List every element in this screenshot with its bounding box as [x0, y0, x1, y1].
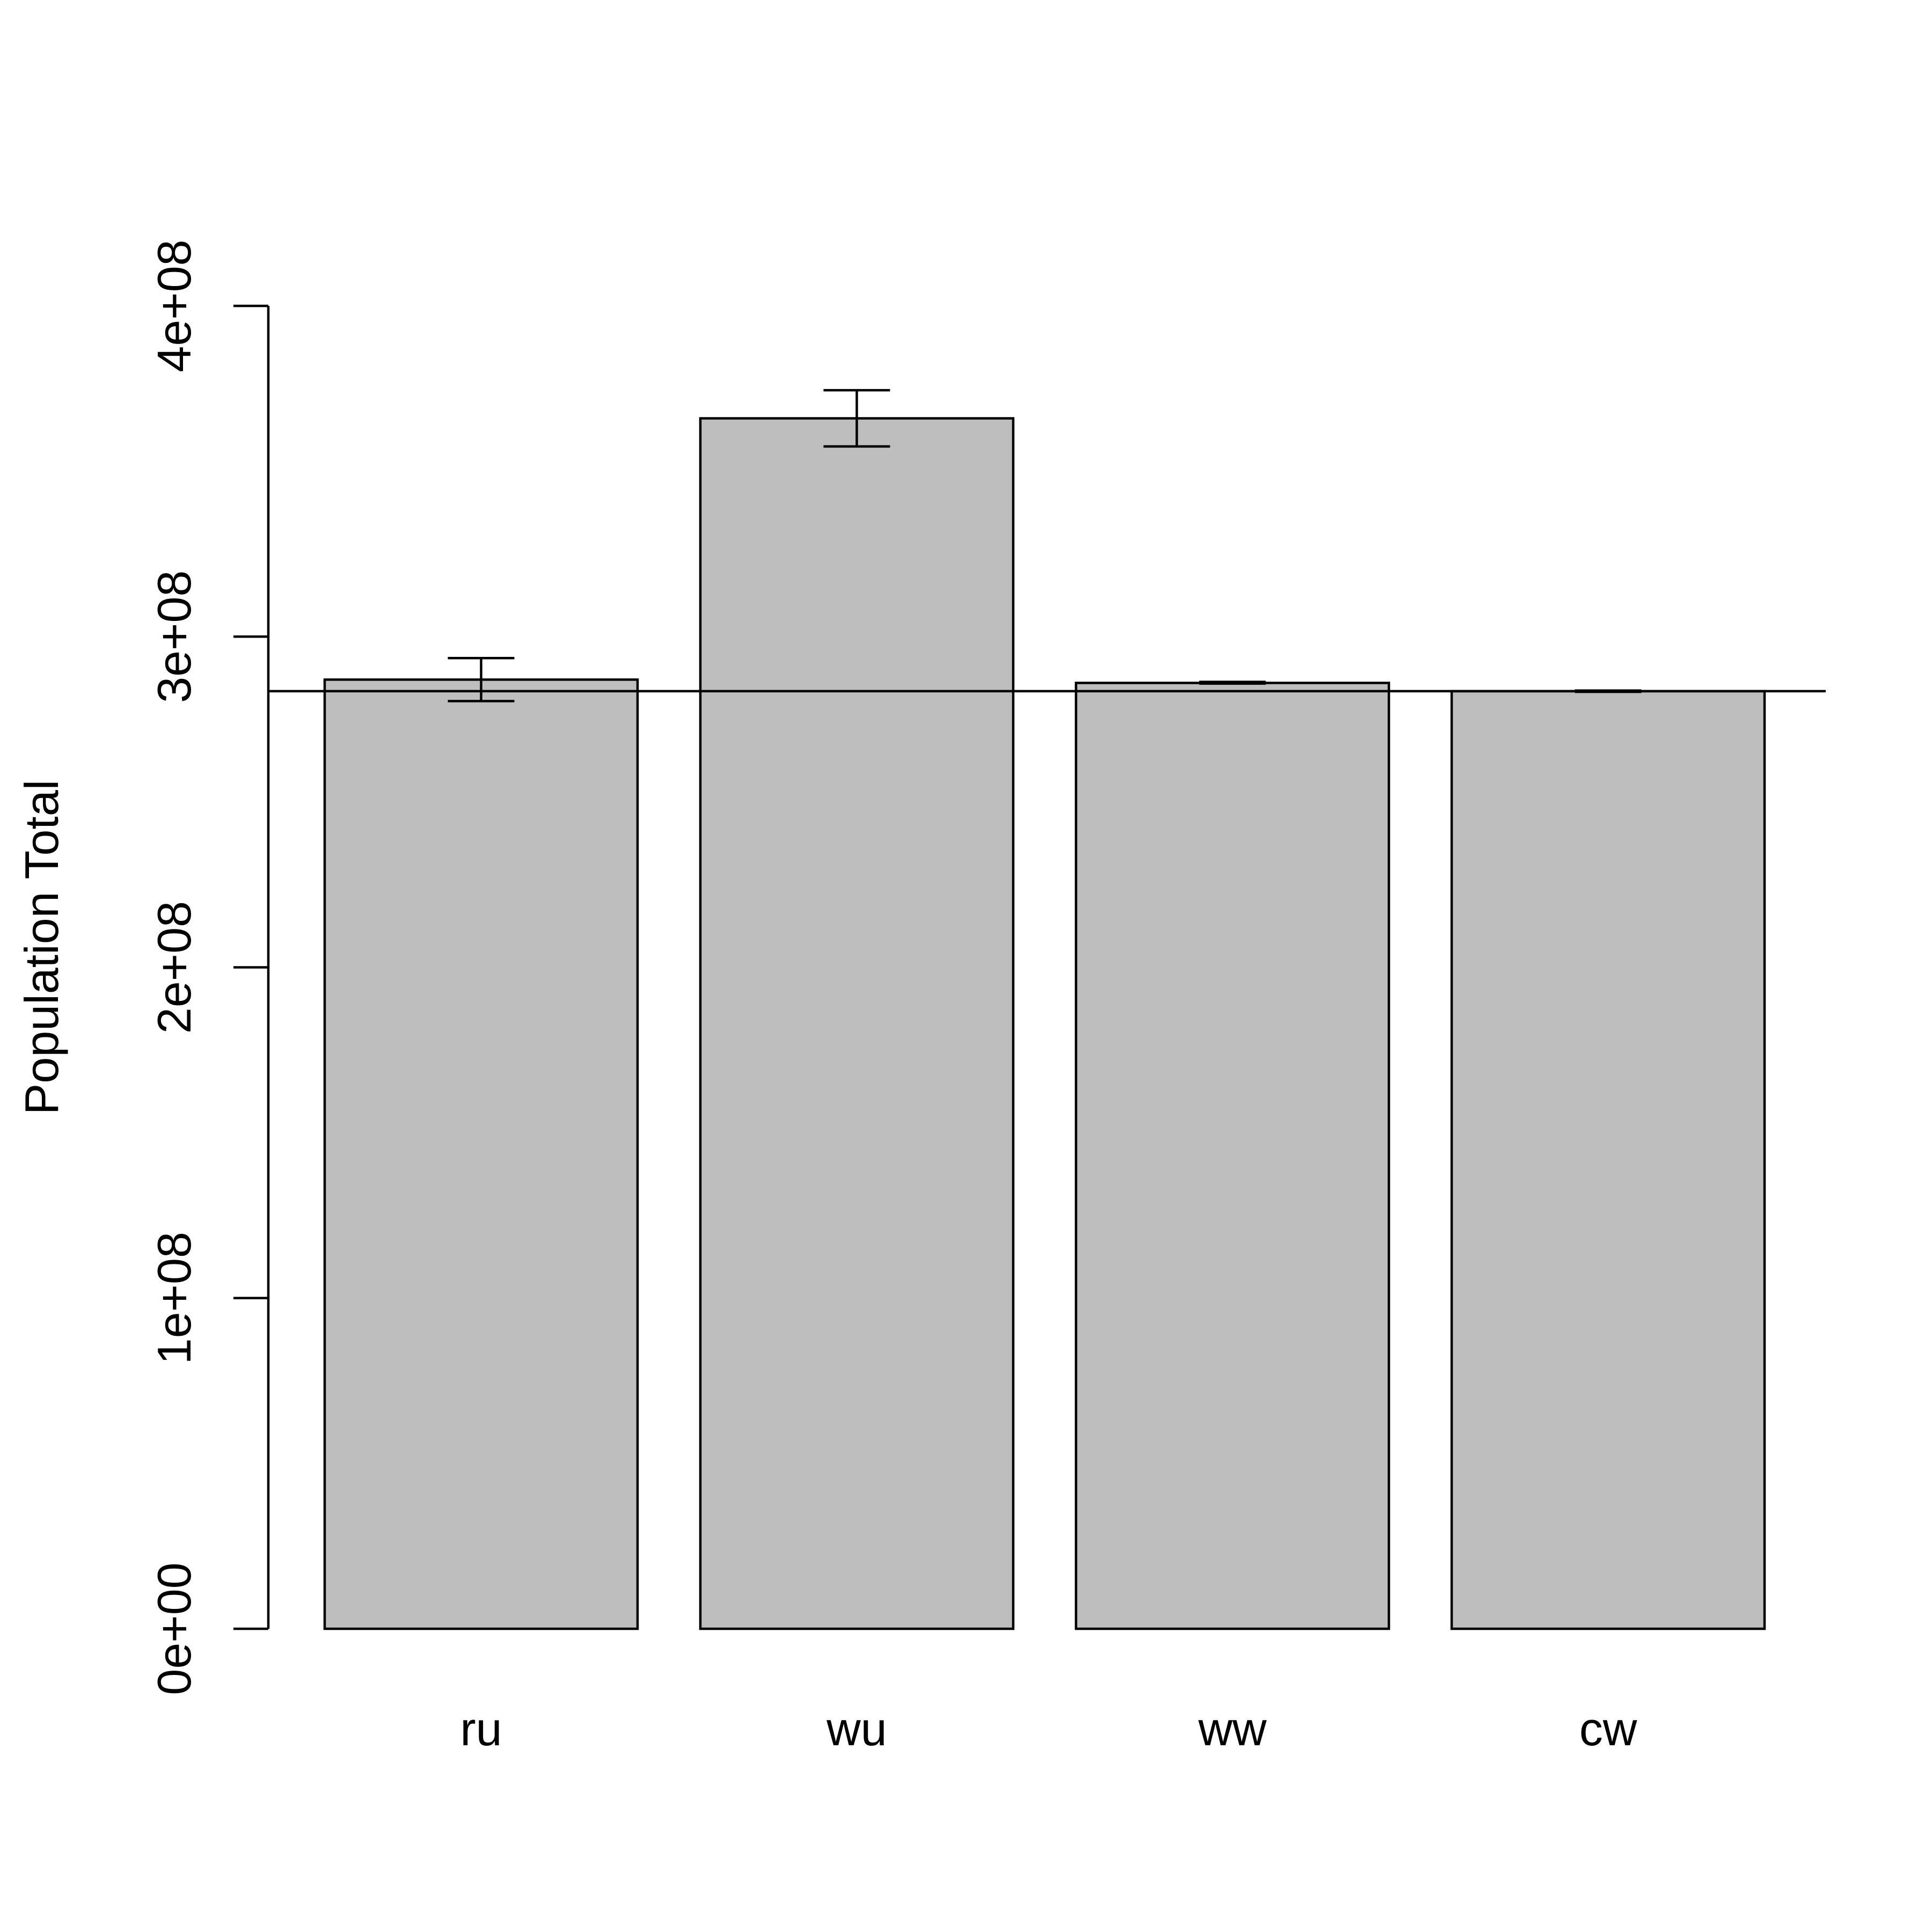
- bars-layer: [323, 417, 1766, 1630]
- y-axis: 0e+00 1e+08 2e+08 3e+08 4e+08: [148, 239, 270, 1695]
- x-tick-label-ww: ww: [1198, 1702, 1267, 1755]
- x-tick-label-ru: ru: [460, 1702, 502, 1755]
- y-tick-label: 3e+08: [148, 570, 201, 703]
- y-tick-label: 1e+08: [148, 1232, 201, 1364]
- bar-cw: [1450, 690, 1766, 1630]
- error-bar-wu: [823, 389, 890, 448]
- bar-wu: [699, 417, 1015, 1630]
- errorbar-layer: [448, 389, 1642, 702]
- error-bar-ww: [1199, 680, 1266, 685]
- y-tick-label: 0e+00: [148, 1562, 201, 1695]
- x-tick-label-wu: wu: [826, 1702, 887, 1755]
- y-tick-label: 4e+08: [148, 239, 201, 372]
- bar-ww: [1074, 682, 1391, 1630]
- y-tick-label: 2e+08: [148, 901, 201, 1034]
- x-axis: ru wu ww cw: [460, 1702, 1637, 1755]
- x-tick-label-cw: cw: [1579, 1702, 1637, 1755]
- bar-ru: [323, 678, 639, 1630]
- error-bar-ru: [448, 657, 515, 702]
- y-axis-label: Population Total: [15, 780, 68, 1115]
- error-bar-cw: [1575, 689, 1642, 693]
